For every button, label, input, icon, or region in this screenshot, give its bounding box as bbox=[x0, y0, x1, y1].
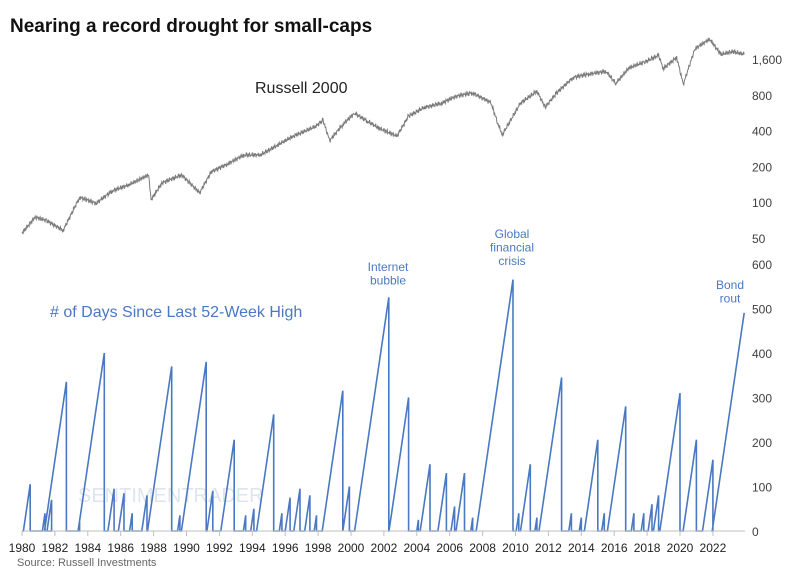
x-tick-label: 2018 bbox=[634, 541, 661, 555]
annotation-label: bubble bbox=[370, 274, 406, 288]
x-tick-label: 1980 bbox=[9, 541, 36, 555]
x-tick-label: 1984 bbox=[74, 541, 101, 555]
annotation-label: Bond bbox=[716, 278, 744, 292]
bottom-y-tick-label: 100 bbox=[752, 481, 772, 495]
x-tick-label: 2014 bbox=[568, 541, 595, 555]
x-tick-label: 1982 bbox=[42, 541, 69, 555]
bottom-y-tick-label: 200 bbox=[752, 436, 772, 450]
annotation-label: financial bbox=[490, 241, 534, 255]
x-tick-label: 2016 bbox=[601, 541, 628, 555]
x-tick-label: 1998 bbox=[305, 541, 332, 555]
chart-title: Nearing a record drought for small-caps bbox=[10, 16, 373, 37]
x-tick-label: 1994 bbox=[239, 541, 266, 555]
x-tick-label: 2012 bbox=[535, 541, 562, 555]
bottom-y-tick-label: 600 bbox=[752, 258, 772, 272]
watermark: SENTIMENTRADER bbox=[78, 485, 264, 507]
x-tick-label: 1996 bbox=[272, 541, 299, 555]
top-y-tick-label: 800 bbox=[752, 89, 772, 103]
top-y-tick-label: 1,600 bbox=[752, 53, 782, 67]
days-series-label: # of Days Since Last 52-Week High bbox=[50, 304, 302, 321]
top-y-tick-label: 200 bbox=[752, 160, 772, 174]
annotation-label: Global bbox=[495, 227, 530, 241]
x-tick-label: 1986 bbox=[107, 541, 134, 555]
x-tick-label: 2000 bbox=[338, 541, 365, 555]
russell-2000-label: Russell 2000 bbox=[255, 80, 348, 97]
x-tick-label: 2002 bbox=[371, 541, 398, 555]
x-tick-label: 2006 bbox=[436, 541, 463, 555]
annotation-label: Internet bbox=[368, 260, 409, 274]
annotation-label: rout bbox=[720, 292, 741, 306]
russell-2000-line bbox=[21, 37, 745, 235]
annotation-label: crisis bbox=[498, 254, 525, 268]
bottom-y-tick-label: 300 bbox=[752, 392, 772, 406]
bottom-y-tick-label: 400 bbox=[752, 347, 772, 361]
top-y-tick-label: 400 bbox=[752, 125, 772, 139]
x-tick-label: 2008 bbox=[469, 541, 496, 555]
x-tick-label: 1990 bbox=[173, 541, 200, 555]
bottom-y-tick-label: 0 bbox=[752, 525, 759, 539]
x-tick-label: 1988 bbox=[140, 541, 167, 555]
source-note: Source: Russell Investments bbox=[17, 557, 157, 569]
top-y-tick-label: 100 bbox=[752, 196, 772, 210]
x-tick-label: 2022 bbox=[700, 541, 727, 555]
bottom-y-tick-label: 500 bbox=[752, 303, 772, 317]
x-tick-label: 2010 bbox=[502, 541, 529, 555]
x-tick-label: 1992 bbox=[206, 541, 233, 555]
x-tick-label: 2004 bbox=[403, 541, 430, 555]
top-y-tick-label: 50 bbox=[752, 232, 766, 246]
x-tick-label: 2020 bbox=[667, 541, 694, 555]
